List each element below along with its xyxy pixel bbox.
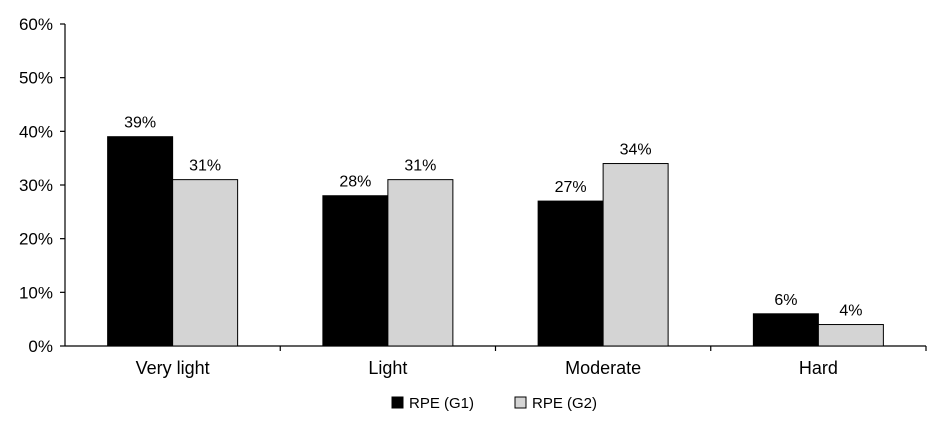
data-labels: 39% 31% 28% 31% 27% 34% 6% 4%: [124, 115, 862, 320]
bar-g1: [752, 313, 819, 347]
y-tick-label: 20%: [19, 230, 53, 249]
bar-data-label: 31%: [404, 158, 436, 175]
bar-data-label: 39%: [124, 115, 156, 132]
x-category-label: Hard: [799, 358, 838, 378]
bar-data-label: 4%: [839, 303, 862, 320]
bar-g1: [537, 200, 604, 347]
bars: [107, 136, 884, 347]
bar-g2: [387, 179, 454, 347]
legend-swatch: [514, 396, 527, 409]
legend-label: RPE (G2): [532, 395, 597, 412]
bar-data-label: 34%: [620, 142, 652, 159]
bar-data-label: 6%: [774, 292, 797, 309]
bar-g2: [817, 324, 884, 347]
axes: 0% 10% 20% 30% 40% 50% 60% Very light Light Moder…: [19, 15, 927, 378]
bar-g1: [107, 136, 174, 347]
bar-data-label: 31%: [189, 158, 221, 175]
y-tick-label: 10%: [19, 283, 53, 302]
legend: RPE (G1) RPE (G2): [391, 395, 597, 412]
y-tick-label: 30%: [19, 176, 53, 195]
x-category-label: Moderate: [565, 358, 641, 378]
bar-data-label: 27%: [555, 179, 587, 196]
bar-g2: [172, 179, 239, 347]
x-category-label: Very light: [136, 358, 210, 378]
y-tick-label: 40%: [19, 122, 53, 141]
bar-g1: [322, 195, 389, 347]
x-category-label: Light: [368, 358, 407, 378]
legend-swatch: [391, 396, 404, 409]
legend-label: RPE (G1): [409, 395, 474, 412]
bar-data-label: 28%: [339, 174, 371, 191]
y-tick-label: 0%: [28, 337, 53, 356]
y-tick-label: 50%: [19, 69, 53, 88]
bar-g2: [602, 163, 669, 347]
y-tick-label: 60%: [19, 15, 53, 34]
